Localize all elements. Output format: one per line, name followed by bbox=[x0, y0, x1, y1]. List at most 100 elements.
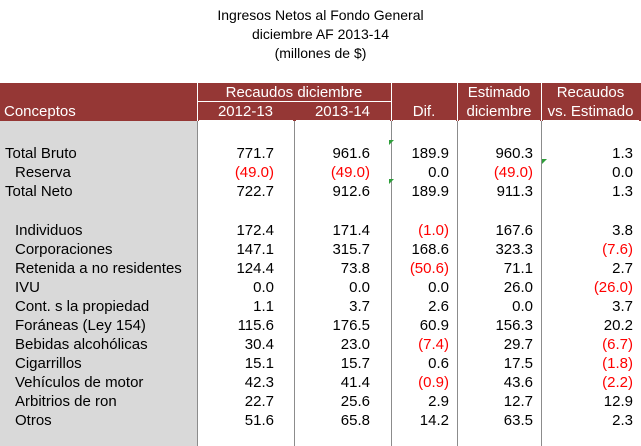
report-period: diciembre AF 2013-14 bbox=[252, 26, 389, 42]
cell-est: (49.0) bbox=[493, 164, 533, 181]
row-label: Individuos bbox=[15, 222, 83, 239]
comment-marker-icon bbox=[542, 159, 547, 164]
table-row: Arbitrios de ron 22.7 25.6 2.9 12.7 12.9 bbox=[0, 392, 641, 411]
report-title: Ingresos Netos al Fondo General bbox=[217, 7, 424, 23]
row-label: Retenida a no residentes bbox=[15, 260, 182, 277]
cell-est: 71.1 bbox=[503, 260, 533, 277]
table-header: Conceptos Recaudos diciembre 2012-13 201… bbox=[0, 83, 641, 121]
cell-v2: (49.0) bbox=[330, 164, 370, 181]
header-underline bbox=[393, 120, 456, 121]
cell-v1: 147.1 bbox=[236, 241, 274, 258]
table-row: Individuos 172.4 171.4 (1.0) 167.6 3.8 bbox=[0, 221, 641, 240]
header-underline bbox=[459, 120, 540, 121]
table-row: Cigarrillos 15.1 15.7 0.6 17.5 (1.8) bbox=[0, 354, 641, 373]
cell-dif: 0.6 bbox=[428, 355, 449, 372]
cell-est: 29.7 bbox=[503, 336, 533, 353]
cell-v1: 51.6 bbox=[244, 412, 274, 429]
cell-v1: 30.4 bbox=[244, 336, 274, 353]
column-2012-13 bbox=[197, 83, 295, 446]
table-row: Corporaciones 147.1 315.7 168.6 323.3 (7.6) bbox=[0, 240, 641, 259]
cell-v2: 41.4 bbox=[340, 374, 370, 391]
header-vs-estimado: vs. Estimado bbox=[547, 103, 634, 120]
header-diciembre: diciembre bbox=[466, 103, 532, 120]
cell-est: 167.6 bbox=[495, 222, 533, 239]
revenue-table: Conceptos Recaudos diciembre 2012-13 201… bbox=[0, 83, 641, 446]
cell-vs: (6.7) bbox=[602, 336, 633, 353]
table-row: Reserva (49.0) (49.0) 0.0 (49.0) 0.0 bbox=[0, 163, 641, 182]
cell-dif: 0.0 bbox=[428, 164, 449, 181]
row-label: Cigarrillos bbox=[15, 355, 82, 372]
header-separator bbox=[197, 83, 198, 121]
cell-dif: (50.6) bbox=[409, 260, 449, 277]
cell-est: 0.0 bbox=[512, 298, 533, 315]
cell-dif: 189.9 bbox=[411, 183, 449, 200]
cell-vs: 2.3 bbox=[612, 412, 633, 429]
cell-dif: 2.9 bbox=[428, 393, 449, 410]
cell-v2: 0.0 bbox=[349, 279, 370, 296]
cell-v1: 42.3 bbox=[244, 374, 274, 391]
cell-vs: 3.7 bbox=[612, 298, 633, 315]
cell-vs: (7.6) bbox=[602, 241, 633, 258]
row-label: Vehículos de motor bbox=[15, 374, 144, 391]
cell-vs: 12.9 bbox=[603, 393, 633, 410]
cell-v2: 961.6 bbox=[332, 145, 370, 162]
cell-v2: 315.7 bbox=[332, 241, 370, 258]
table-row: IVU 0.0 0.0 0.0 26.0 (26.0) bbox=[0, 278, 641, 297]
table-row: Total Bruto 771.7 961.6 189.9 960.3 1.3 bbox=[0, 144, 641, 163]
table-row: Vehículos de motor 42.3 41.4 (0.9) 43.6 (2.2) bbox=[0, 373, 641, 392]
cell-v1: 22.7 bbox=[244, 393, 274, 410]
cell-dif: 14.2 bbox=[419, 412, 449, 429]
cell-dif: 168.6 bbox=[411, 241, 449, 258]
cell-v2: 15.7 bbox=[340, 355, 370, 372]
cell-v1: 771.7 bbox=[236, 145, 274, 162]
table-row: Retenida a no residentes 124.4 73.8 (50.6) 7… bbox=[0, 259, 641, 278]
column-dif bbox=[391, 83, 458, 446]
cell-v2: 176.5 bbox=[332, 317, 370, 334]
cell-v1: 115.6 bbox=[237, 317, 274, 334]
cell-v1: (49.0) bbox=[234, 164, 274, 181]
label-column-bg bbox=[0, 83, 197, 446]
row-label: Bebidas alcohólicas bbox=[15, 336, 148, 353]
cell-v1: 722.7 bbox=[236, 183, 274, 200]
cell-vs: 1.3 bbox=[612, 183, 633, 200]
header-group-divider bbox=[198, 101, 391, 102]
cell-vs: 20.2 bbox=[603, 317, 633, 334]
cell-v2: 23.0 bbox=[340, 336, 370, 353]
header-underline bbox=[296, 120, 390, 121]
cell-v2: 25.6 bbox=[340, 393, 370, 410]
header-dif: Dif. bbox=[412, 103, 436, 120]
cell-vs: (1.8) bbox=[602, 355, 633, 372]
cell-est: 12.7 bbox=[503, 393, 533, 410]
header-recaudos-diciembre: Recaudos diciembre bbox=[225, 84, 363, 101]
cell-est: 323.3 bbox=[495, 241, 533, 258]
cell-vs: 3.8 bbox=[612, 222, 633, 239]
column-2013-14 bbox=[294, 83, 392, 446]
cell-dif: (0.9) bbox=[418, 374, 449, 391]
cell-est: 26.0 bbox=[503, 279, 533, 296]
header-underline bbox=[199, 120, 293, 121]
cell-v2: 171.4 bbox=[332, 222, 370, 239]
row-label: Total Neto bbox=[5, 183, 73, 200]
table-row: Bebidas alcohólicas 30.4 23.0 (7.4) 29.7 (6.7… bbox=[0, 335, 641, 354]
row-label: Corporaciones bbox=[15, 241, 113, 258]
header-estimado: Estimado bbox=[467, 84, 531, 101]
cell-est: 960.3 bbox=[495, 145, 533, 162]
row-label: Foráneas (Ley 154) bbox=[15, 317, 146, 334]
header-year-2012-13: 2012-13 bbox=[217, 103, 274, 120]
cell-v2: 912.6 bbox=[332, 183, 370, 200]
cell-v1: 172.4 bbox=[236, 222, 274, 239]
cell-v2: 65.8 bbox=[340, 412, 370, 429]
comment-marker-icon bbox=[389, 179, 394, 184]
cell-vs: 2.7 bbox=[612, 260, 633, 277]
cell-est: 17.5 bbox=[503, 355, 533, 372]
table-row: Cont. s la propiedad 1.1 3.7 2.6 0.0 3.7 bbox=[0, 297, 641, 316]
table-row: Foráneas (Ley 154) 115.6 176.5 60.9 156.3 20.… bbox=[0, 316, 641, 335]
table-row: Total Neto 722.7 912.6 189.9 911.3 1.3 bbox=[0, 182, 641, 201]
header-underline bbox=[543, 120, 639, 121]
row-label: Reserva bbox=[15, 164, 71, 181]
cell-vs: (2.2) bbox=[602, 374, 633, 391]
cell-dif: 60.9 bbox=[419, 317, 449, 334]
cell-vs: (26.0) bbox=[593, 279, 633, 296]
cell-est: 43.6 bbox=[503, 374, 533, 391]
row-label: IVU bbox=[15, 279, 41, 296]
